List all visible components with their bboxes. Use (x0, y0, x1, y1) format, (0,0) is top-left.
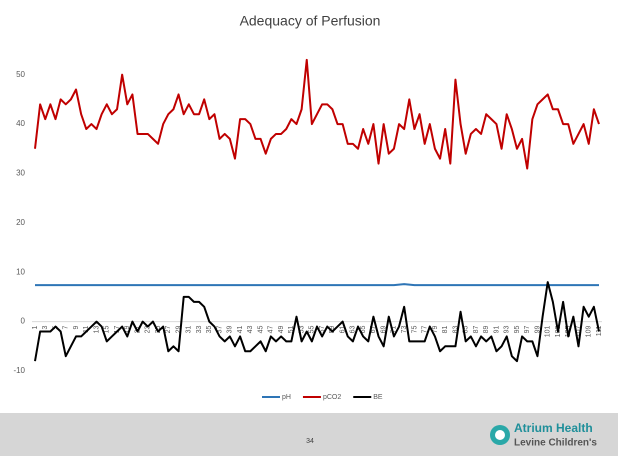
x-tick-label: 81 (442, 326, 449, 334)
x-tick-label: 27 (165, 326, 172, 334)
x-tick-label: 19 (124, 326, 131, 334)
x-tick-label: 89 (483, 326, 490, 334)
x-tick-label: 93 (504, 326, 511, 334)
legend-label: pCO2 (323, 394, 341, 401)
y-tick-label: -10 (13, 366, 25, 375)
x-tick-label: 55 (309, 326, 316, 334)
x-tick-label: 43 (247, 326, 254, 334)
x-tick-label: 61 (339, 326, 346, 334)
x-tick-label: 1 (32, 326, 39, 330)
x-tick-label: 77 (422, 326, 429, 334)
x-tick-label: 11 (83, 326, 90, 333)
x-tick-label: 45 (257, 326, 264, 334)
x-tick-label: 57 (319, 326, 326, 334)
y-tick-label: 20 (16, 218, 25, 227)
x-tick-label: 75 (411, 326, 418, 334)
x-tick-label: 99 (534, 326, 541, 334)
x-tick-label: 59 (329, 326, 336, 334)
series-line (34, 58, 600, 170)
logo-icon-center (495, 430, 505, 440)
x-tick-label: 87 (473, 326, 480, 334)
x-tick-label: 53 (298, 326, 305, 334)
x-tick-label: 41 (237, 326, 244, 334)
x-tick-label: 91 (493, 326, 500, 334)
x-tick-label: 85 (463, 326, 470, 334)
x-tick-label: 35 (206, 326, 213, 334)
x-tick-label: 69 (380, 326, 387, 334)
legend-label: pH (282, 394, 291, 401)
y-tick-label: 0 (21, 317, 26, 326)
x-tick-label: 95 (514, 326, 521, 334)
x-tick-label: 7 (63, 326, 70, 330)
brand: Atrium Health (514, 421, 593, 435)
x-tick-label: 15 (104, 326, 111, 334)
x-tick-label: 31 (186, 326, 193, 334)
x-tick-label: 17 (114, 326, 121, 334)
x-tick-label: 97 (524, 326, 531, 334)
x-tick-label: 9 (73, 326, 80, 330)
y-tick-label: 40 (16, 119, 25, 128)
y-tick-label: 30 (16, 169, 25, 178)
brand-sub: Levine Children's (514, 438, 597, 449)
x-tick-label: 79 (432, 326, 439, 334)
series-line (35, 283, 599, 287)
x-tick-label: 33 (196, 326, 203, 334)
x-tick-label: 3 (42, 326, 49, 330)
y-tick-label: 50 (16, 70, 25, 79)
x-tick-label: 23 (145, 326, 152, 334)
page-number: 34 (306, 438, 314, 445)
logo: Atrium Health Levine Children's (490, 421, 597, 449)
x-tick-label: 37 (216, 326, 223, 334)
x-tick-label: 51 (288, 326, 295, 334)
x-tick-label: 73 (401, 326, 408, 334)
x-tick-label: 13 (93, 326, 100, 334)
x-tick-label: 63 (350, 326, 357, 334)
legend-label: BE (373, 394, 383, 401)
x-tick-label: 83 (452, 326, 459, 334)
x-tick-label: 109 (586, 326, 593, 338)
series-line (34, 281, 600, 363)
footer-band (0, 413, 618, 456)
x-tick-label: 39 (227, 326, 234, 334)
x-tick-label: 71 (391, 326, 398, 334)
x-tick-label: 47 (268, 326, 275, 334)
chart-title: Adequacy of Perfusion (240, 13, 381, 29)
x-tick-label: 107 (575, 326, 582, 338)
y-tick-label: 10 (16, 267, 25, 276)
x-tick-label: 101 (545, 326, 552, 338)
x-tick-label: 65 (360, 326, 367, 334)
x-tick-label: 49 (278, 326, 285, 334)
x-tick-label: 67 (370, 326, 377, 334)
x-tick-label: 29 (175, 326, 182, 334)
x-tick-label: 25 (155, 326, 162, 334)
